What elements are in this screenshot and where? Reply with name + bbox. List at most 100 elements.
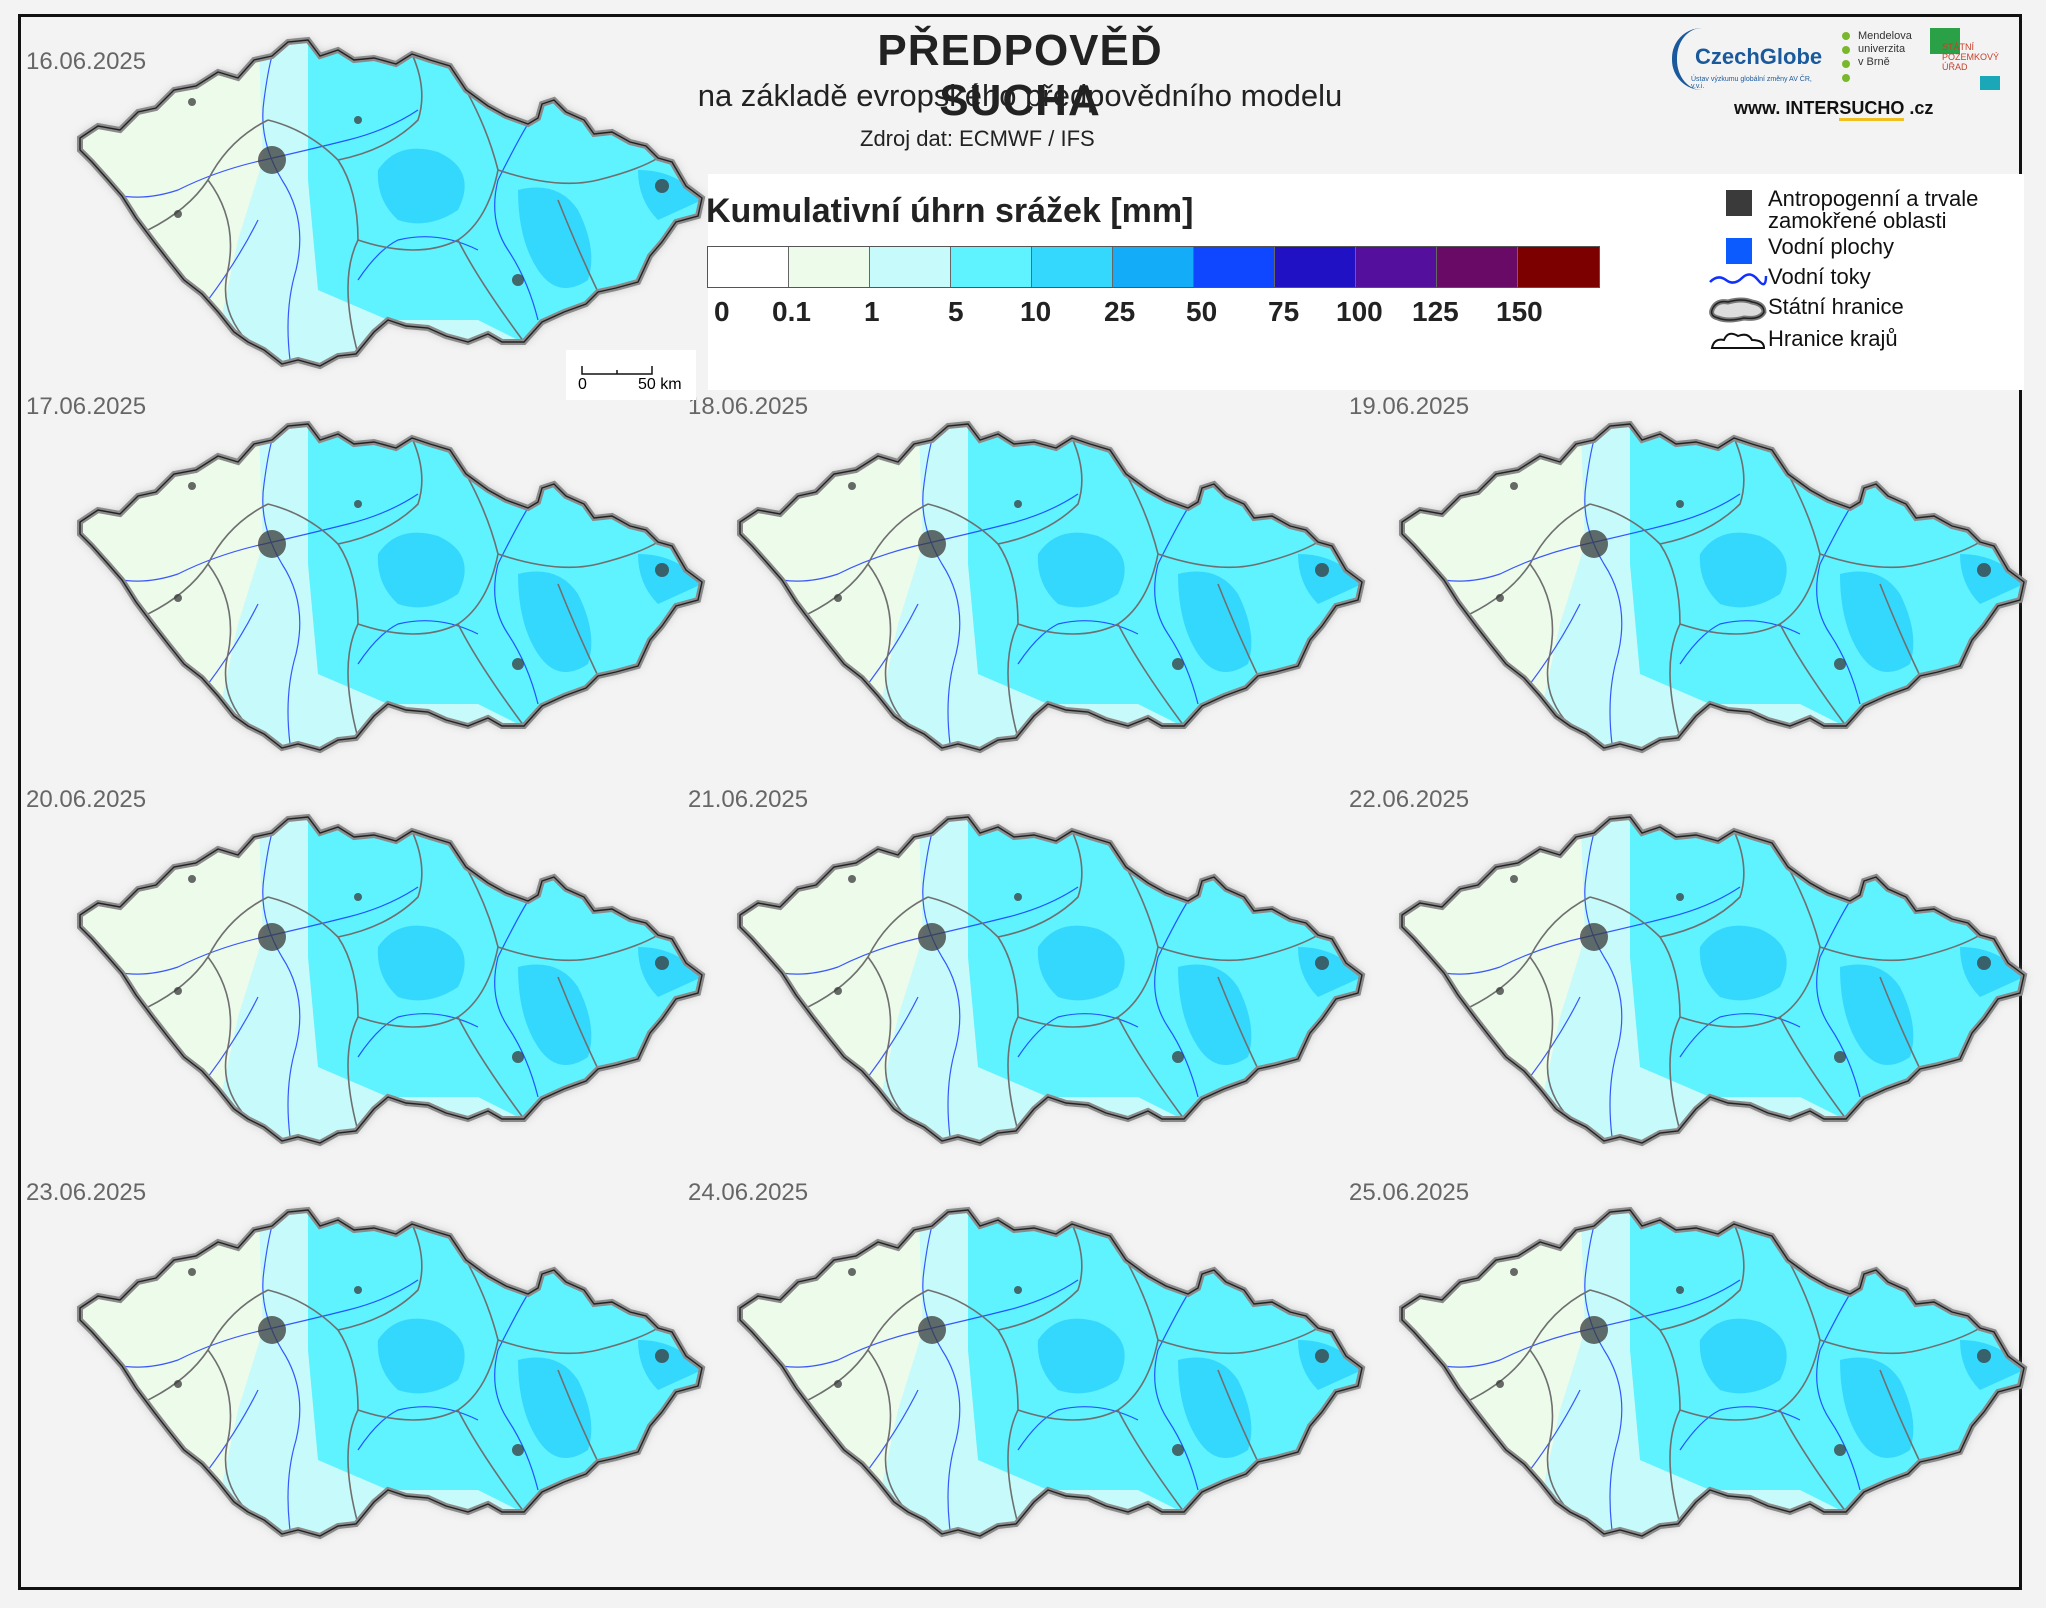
anthropogenic-label-2: zamokřené oblasti: [1768, 208, 1947, 233]
colorbar-bin: [1275, 247, 1356, 287]
mendel-dots-icon: [1840, 32, 1854, 88]
map-date-label: 23.06.2025: [26, 1179, 147, 1206]
state-border-inner: [79, 423, 703, 751]
state-border-inner: [79, 1209, 703, 1537]
anthropogenic-area: [1510, 875, 1518, 883]
precip-zone-10-25: [377, 1318, 465, 1394]
region-borders: [807, 1223, 1319, 1525]
anthropogenic-area: [1496, 987, 1504, 995]
precipitation-map: [737, 420, 1366, 754]
region-borders: [807, 437, 1319, 739]
anthropogenic-area: [918, 1316, 946, 1344]
precip-fill: [1402, 424, 2024, 750]
precip-zone-10-25: [377, 532, 465, 608]
water-courses-label: Vodní toky: [1768, 264, 1871, 289]
page-subtitle: na základě evropského předpovědního mode…: [697, 78, 1343, 113]
map-date-label: 16.06.2025: [26, 48, 147, 75]
precip-zone-10-25-ne: [1960, 947, 2024, 997]
anthropogenic-area: [174, 1380, 182, 1388]
mendel-line-2: univerzita: [1858, 43, 1906, 55]
colorbar-tick-label: 100: [1336, 296, 1383, 327]
region-border-label: Hranice krajů: [1768, 326, 1898, 351]
rivers: [121, 55, 539, 361]
anthropogenic-area: [1014, 1286, 1022, 1294]
anthropogenic-area: [512, 1444, 524, 1456]
intersucho-link[interactable]: www. INTERSUCHO .cz: [1734, 98, 1933, 121]
region-borders: [147, 1223, 659, 1525]
spu-logo: STÁTNÍ POZEMKOVÝ ÚŘAD: [1930, 28, 2000, 98]
anthropogenic-area: [918, 923, 946, 951]
precipitation-map: [1399, 813, 2028, 1147]
precip-zone-10-25: [1699, 1318, 1787, 1394]
precip-zone-10-25-east: [1178, 1357, 1252, 1458]
anthropogenic-area: [655, 563, 669, 577]
state-border-inner: [79, 39, 703, 367]
anthropogenic-area: [258, 1316, 286, 1344]
colorbar-tick-label: 150: [1496, 296, 1543, 327]
scale-bar: 0 50 km: [566, 350, 696, 400]
mendel-university-logo: Mendelova univerzita v Brně: [1840, 30, 1920, 100]
precip-zone-10-25: [1037, 925, 1125, 1001]
precipitation-map: [77, 36, 706, 370]
state-border-label: Státní hranice: [1768, 294, 1904, 319]
anthropogenic-area: [1676, 893, 1684, 901]
precip-fill: [80, 1210, 702, 1536]
state-border-inner: [1401, 1209, 2025, 1537]
precip-zone-10-25-east: [1178, 964, 1252, 1065]
czechglobe-logo: CzechGlobe Ústav výzkumu globální změny …: [1672, 28, 1827, 90]
spu-line-1: STÁTNÍ: [1942, 42, 1975, 52]
precip-zone-10-25-ne: [638, 554, 702, 604]
precip-zone-10-25: [1699, 925, 1787, 1001]
map-date-label: 20.06.2025: [26, 786, 147, 813]
region-borders: [1469, 830, 1981, 1132]
anthropogenic-area: [1834, 1051, 1846, 1063]
state-border-icon: [1709, 297, 1767, 323]
mendel-line-1: Mendelova: [1858, 30, 1912, 42]
precip-zone-10-25-ne: [638, 170, 702, 220]
rivers: [121, 439, 539, 745]
precipitation-map: [77, 813, 706, 1147]
anthropogenic-area: [354, 500, 362, 508]
anthropogenic-area: [1172, 658, 1184, 670]
anthropogenic-area: [1580, 923, 1608, 951]
precip-fill: [1402, 1210, 2024, 1536]
colorbar-bin: [789, 247, 870, 287]
precip-zone-10-25-east: [1840, 1357, 1914, 1458]
map-date-label: 25.06.2025: [1349, 1179, 1470, 1206]
anthropogenic-area: [258, 923, 286, 951]
colorbar-bin: [1194, 247, 1275, 287]
map-date-label: 24.06.2025: [688, 1179, 809, 1206]
anthropogenic-area: [1172, 1444, 1184, 1456]
anthropogenic-area: [1977, 563, 1991, 577]
scale-end: 50 km: [638, 376, 682, 393]
anthropogenic-area: [655, 956, 669, 970]
colorbar-bin: [708, 247, 789, 287]
precip-zone-10-25: [1037, 532, 1125, 608]
data-source: Zdroj dat: ECMWF / IFS: [860, 126, 1095, 151]
anthropogenic-area: [834, 987, 842, 995]
river-line-icon: [1709, 273, 1768, 286]
anthropogenic-area: [1580, 530, 1608, 558]
precip-zone-10-25-ne: [1298, 947, 1362, 997]
rivers: [781, 439, 1199, 745]
anthropogenic-area: [1676, 500, 1684, 508]
anthropogenic-area: [655, 179, 669, 193]
colorbar-bin: [1032, 247, 1113, 287]
map-date-label: 17.06.2025: [26, 393, 147, 420]
anthropogenic-area: [188, 1268, 196, 1276]
anthropogenic-area: [1676, 1286, 1684, 1294]
colorbar-bin: [870, 247, 951, 287]
anthropogenic-area: [1580, 1316, 1608, 1344]
rivers: [121, 832, 539, 1138]
anthropogenic-area: [834, 1380, 842, 1388]
anthropogenic-area: [1977, 956, 1991, 970]
state-border-inner: [739, 816, 1363, 1144]
precip-zone-10-25: [1699, 532, 1787, 608]
spu-line-2: POZEMKOVÝ: [1942, 52, 2000, 62]
precip-zone-10-25-ne: [1960, 554, 2024, 604]
precip-fill: [80, 817, 702, 1143]
anthropogenic-area: [354, 893, 362, 901]
precipitation-map: [77, 420, 706, 754]
colorbar-tick-label: 0: [714, 296, 730, 327]
anthropogenic-label-1: Antropogenní a trvale: [1768, 186, 1979, 211]
